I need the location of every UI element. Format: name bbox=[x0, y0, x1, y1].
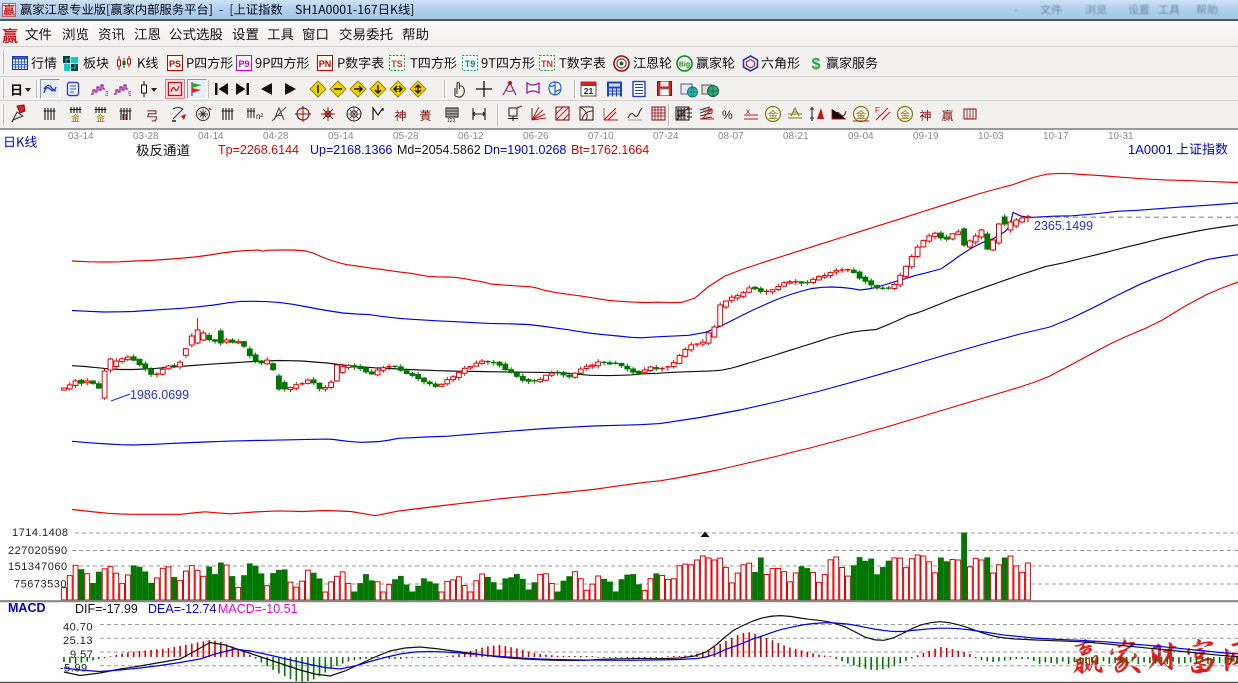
svg-text:n²: n² bbox=[256, 112, 263, 121]
svg-text:Big: Big bbox=[679, 62, 690, 69]
svg-text:123: 123 bbox=[447, 118, 456, 123]
svg-text:$: $ bbox=[812, 56, 821, 72]
svg-text:x: x bbox=[746, 107, 750, 116]
svg-text:%: % bbox=[722, 108, 733, 122]
svg-text:3: 3 bbox=[105, 91, 108, 97]
svg-text:2365.1499: 2365.1499 bbox=[1034, 219, 1093, 233]
svg-text:9: 9 bbox=[128, 91, 131, 97]
svg-text:227020590: 227020590 bbox=[8, 545, 68, 557]
svg-text:1986.0699: 1986.0699 bbox=[130, 388, 189, 402]
svg-text:TN: TN bbox=[541, 59, 553, 69]
svg-text:-5.99: -5.99 bbox=[60, 663, 88, 675]
svg-text:151347060: 151347060 bbox=[8, 561, 68, 573]
svg-text:25.13: 25.13 bbox=[63, 635, 93, 647]
svg-text:F: F bbox=[875, 106, 880, 115]
svg-text:1714.1408: 1714.1408 bbox=[12, 527, 69, 539]
svg-text:T9: T9 bbox=[465, 59, 476, 69]
svg-text:%: % bbox=[703, 109, 709, 116]
svg-text:75673530: 75673530 bbox=[14, 579, 67, 591]
svg-text:P9: P9 bbox=[238, 59, 249, 69]
svg-text:PS: PS bbox=[169, 59, 181, 69]
svg-text:TS: TS bbox=[391, 59, 403, 69]
svg-text:PN: PN bbox=[319, 59, 332, 69]
svg-text:40.70: 40.70 bbox=[63, 622, 93, 634]
svg-text:21: 21 bbox=[584, 86, 594, 96]
